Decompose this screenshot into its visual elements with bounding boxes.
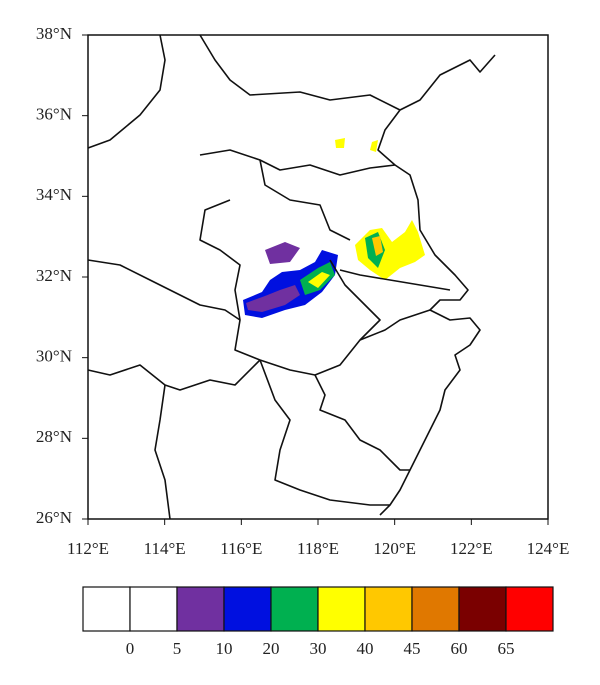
axes: 112°E 114°E 116°E 118°E 120°E 122°E 124°E 26°N 2… — [36, 24, 569, 558]
province-border — [199, 149, 396, 176]
colorbar-label: 20 — [263, 639, 280, 658]
colorbar-box — [270, 586, 319, 632]
colorbar-label: 0 — [126, 639, 135, 658]
x-tick-label: 120°E — [373, 539, 416, 558]
y-tick-label: 38°N — [36, 24, 72, 43]
rain-area — [335, 138, 345, 148]
coastline — [377, 54, 496, 516]
y-tick-label: 36°N — [36, 105, 72, 124]
x-tick-label: 118°E — [297, 539, 339, 558]
y-tick-label: 34°N — [36, 185, 72, 204]
colorbar-box — [223, 586, 272, 632]
province-border — [314, 374, 410, 471]
y-tick-label: 32°N — [36, 266, 72, 285]
colorbar: 0 5 10 20 30 40 45 60 65 — [82, 586, 554, 658]
province-border — [259, 359, 390, 506]
colorbar-box — [317, 586, 366, 632]
colorbar-box — [129, 586, 178, 632]
province-border — [359, 309, 431, 341]
province-border — [259, 159, 351, 241]
rain-area — [308, 272, 330, 288]
colorbar-label: 45 — [404, 639, 421, 658]
colorbar-box — [505, 586, 554, 632]
rain-area — [372, 236, 383, 256]
province-border — [87, 359, 261, 391]
x-tick-label: 112°E — [67, 539, 109, 558]
colorbar-label: 10 — [216, 639, 233, 658]
colorbar-box — [411, 586, 460, 632]
rain-area — [246, 285, 300, 312]
colorbar-box — [364, 586, 413, 632]
y-tick-label: 26°N — [36, 508, 72, 527]
province-border — [87, 259, 241, 321]
x-tick-label: 124°E — [527, 539, 570, 558]
river — [339, 269, 451, 291]
rain-area — [265, 242, 300, 264]
rain-area — [370, 140, 378, 152]
x-tick-label: 114°E — [144, 539, 186, 558]
colorbar-label: 5 — [173, 639, 182, 658]
x-tick-label: 122°E — [450, 539, 493, 558]
colorbar-box — [176, 586, 225, 632]
colorbar-label: 40 — [357, 639, 374, 658]
map-layer — [87, 34, 496, 520]
province-border — [154, 384, 171, 520]
y-tick-label: 30°N — [36, 347, 72, 366]
province-border — [199, 34, 401, 111]
colorbar-box — [82, 586, 131, 632]
y-tick-label: 28°N — [36, 427, 72, 446]
colorbar-label: 30 — [310, 639, 327, 658]
colorbar-box — [458, 586, 507, 632]
rain-area — [355, 220, 425, 280]
colorbar-label: 60 — [451, 639, 468, 658]
colorbar-label: 65 — [498, 639, 515, 658]
x-tick-label: 116°E — [220, 539, 262, 558]
province-border — [87, 34, 166, 149]
